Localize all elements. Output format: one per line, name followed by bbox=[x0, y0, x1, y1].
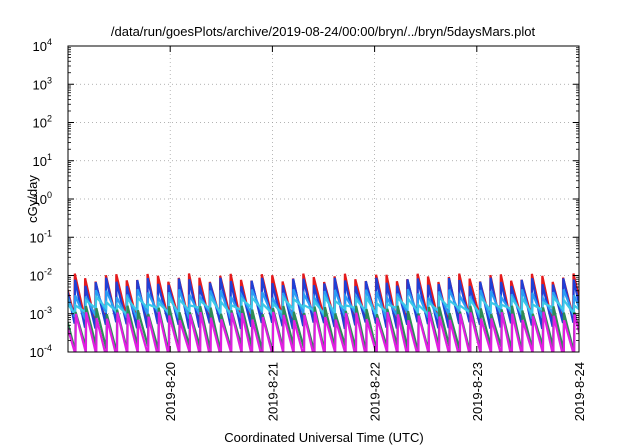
y-tick-label: 10-2 bbox=[30, 267, 52, 284]
series-line bbox=[68, 311, 579, 352]
y-tick-label: 104 bbox=[33, 37, 52, 54]
y-tick-label: 10-1 bbox=[30, 228, 52, 245]
chart-title: /data/run/goesPlots/archive/2019-08-24/0… bbox=[111, 24, 536, 39]
x-tick-label: 2019-8-24 bbox=[572, 362, 587, 421]
x-tick-label: 2019-8-23 bbox=[470, 362, 485, 421]
grid bbox=[68, 46, 579, 352]
y-tick-label: 103 bbox=[33, 75, 52, 92]
y-axis-label: cGy/day bbox=[25, 175, 40, 223]
x-axis-label: Coordinated Universal Time (UTC) bbox=[224, 430, 423, 445]
x-tick-label: 2019-8-21 bbox=[265, 362, 280, 421]
x-tick-label: 2019-8-22 bbox=[368, 362, 383, 421]
axes: 10-4 10-3 10-2 10-1 100 101 102 103 104 2019-8-20… bbox=[30, 37, 587, 421]
y-tick-label: 10-3 bbox=[30, 305, 52, 322]
x-tick-label: 2019-8-20 bbox=[163, 362, 178, 421]
series-layer bbox=[68, 273, 579, 352]
y-tick-label: 100 bbox=[33, 190, 52, 207]
y-tick-label: 10-4 bbox=[30, 343, 52, 360]
y-tick-label: 101 bbox=[33, 152, 52, 169]
y-tick-label: 102 bbox=[33, 114, 52, 131]
series-line bbox=[68, 293, 579, 319]
